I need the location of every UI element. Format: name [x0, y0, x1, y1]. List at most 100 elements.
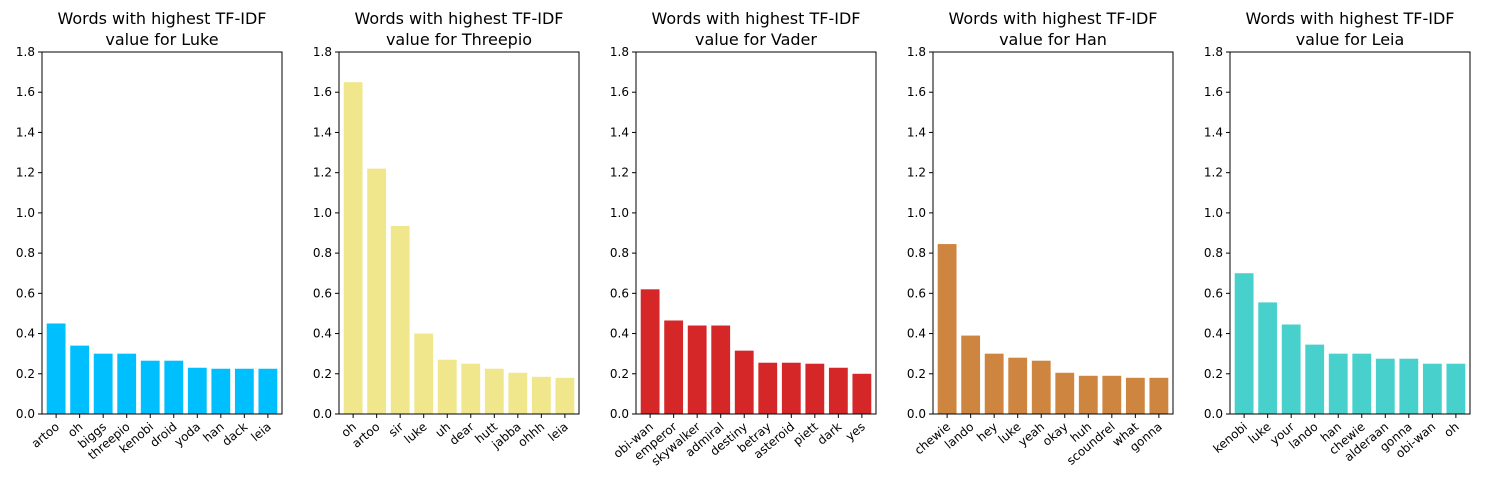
axes-frame [635, 51, 877, 415]
bar-luke [414, 333, 434, 414]
y-tick-label: 0.8 [16, 246, 35, 260]
y-tick-label: 0.2 [1204, 367, 1223, 381]
y-tick-label: 0.6 [313, 286, 332, 300]
bar-obi-wan [640, 289, 660, 414]
chart-title-line2: value for Leia [1296, 30, 1405, 49]
axes-frame [41, 51, 283, 415]
bar-oh [1446, 363, 1466, 414]
bar-hey [984, 353, 1004, 414]
bar-okay [1055, 372, 1075, 414]
y-tick-label: 0.2 [313, 367, 332, 381]
subplot-1: Words with highest TF-IDF value for Luke 0… [16, 9, 283, 462]
y-tick-label: 0.6 [907, 286, 926, 300]
bar-lando [961, 335, 981, 414]
y-tick-label: 0.4 [907, 327, 926, 341]
bar-skywalker [687, 325, 707, 414]
y-tick-label: 1.6 [1204, 85, 1223, 99]
bar-oh [70, 345, 90, 414]
y-tick-label: 0.2 [610, 367, 629, 381]
bar-han [1328, 353, 1348, 414]
bar-huh [1078, 375, 1098, 414]
axes-frame [1229, 51, 1471, 415]
y-tick-label: 0.2 [907, 367, 926, 381]
bar-what [1125, 377, 1145, 414]
y-tick-label: 0.0 [16, 407, 35, 421]
y-tick-label: 1.2 [907, 166, 926, 180]
axes-frame [338, 51, 580, 415]
bar-artoo [46, 323, 66, 414]
y-tick-label: 1.4 [610, 125, 629, 139]
y-tick-label: 1.4 [1204, 125, 1223, 139]
y-tick-label: 1.2 [313, 166, 332, 180]
bar-destiny [734, 350, 754, 414]
bar-han [211, 368, 231, 414]
bar-luke [1258, 302, 1278, 414]
y-tick-label: 1.2 [1204, 166, 1223, 180]
bar-kenobi [140, 360, 160, 414]
y-tick-label: 1.4 [16, 125, 35, 139]
chart-title-line1: Words with highest TF-IDF [949, 9, 1158, 28]
bar-emperor [664, 320, 684, 414]
bar-threepio [117, 353, 137, 414]
bar-kenobi [1234, 273, 1254, 414]
chart-title-line2: value for Vader [695, 30, 817, 49]
axes-frame [932, 51, 1174, 415]
y-tick-label: 1.6 [907, 85, 926, 99]
bar-obi-wan [1422, 363, 1442, 414]
bar-piett [805, 363, 825, 414]
bar-sir [390, 225, 410, 414]
y-tick-label: 1.6 [16, 85, 35, 99]
bar-yeah [1031, 360, 1051, 414]
bar-chewie [937, 244, 957, 414]
bar-leia [555, 377, 575, 414]
chart-title-line1: Words with highest TF-IDF [355, 9, 564, 28]
bar-artoo [367, 168, 387, 414]
y-tick-label: 1.8 [907, 45, 926, 59]
y-tick-label: 0.0 [907, 407, 926, 421]
bar-admiral [711, 325, 731, 414]
y-tick-label: 1.0 [610, 206, 629, 220]
y-tick-label: 0.8 [313, 246, 332, 260]
bar-chewie [1352, 353, 1372, 414]
y-tick-label: 1.0 [16, 206, 35, 220]
chart-title-line2: value for Threepio [386, 30, 532, 49]
chart-title-line1: Words with highest TF-IDF [1246, 9, 1455, 28]
y-tick-label: 0.6 [1204, 286, 1223, 300]
y-tick-label: 0.4 [610, 327, 629, 341]
y-tick-label: 1.8 [16, 45, 35, 59]
bar-biggs [93, 353, 113, 414]
subplot-2: Words with highest TF-IDF value for Three… [313, 9, 580, 452]
bar-dark [828, 367, 848, 414]
bar-lando [1305, 344, 1325, 414]
bar-dear [461, 363, 481, 414]
chart-title-line2: value for Luke [105, 30, 218, 49]
bar-ohhh [531, 376, 551, 414]
y-tick-label: 0.4 [1204, 327, 1223, 341]
y-tick-label: 0.2 [16, 367, 35, 381]
y-tick-label: 1.8 [313, 45, 332, 59]
chart-title-line2: value for Han [999, 30, 1107, 49]
y-tick-label: 0.0 [610, 407, 629, 421]
chart-title-line1: Words with highest TF-IDF [58, 9, 267, 28]
chart-title-line1: Words with highest TF-IDF [652, 9, 861, 28]
y-tick-label: 1.2 [610, 166, 629, 180]
bar-jabba [508, 372, 528, 414]
bar-leia [258, 368, 278, 414]
bar-yoda [187, 367, 207, 414]
y-tick-label: 0.6 [16, 286, 35, 300]
bar-gonna [1149, 377, 1169, 414]
bar-your [1281, 324, 1301, 414]
y-tick-label: 0.6 [610, 286, 629, 300]
bar-luke [1008, 357, 1028, 414]
y-tick-label: 1.2 [16, 166, 35, 180]
y-tick-label: 0.0 [313, 407, 332, 421]
bar-dack [234, 368, 254, 414]
y-tick-label: 1.6 [610, 85, 629, 99]
bar-scoundrel [1102, 375, 1122, 414]
y-tick-label: 0.4 [313, 327, 332, 341]
y-tick-label: 1.0 [313, 206, 332, 220]
bar-alderaan [1375, 358, 1395, 414]
y-tick-label: 1.0 [1204, 206, 1223, 220]
y-tick-label: 1.4 [907, 125, 926, 139]
